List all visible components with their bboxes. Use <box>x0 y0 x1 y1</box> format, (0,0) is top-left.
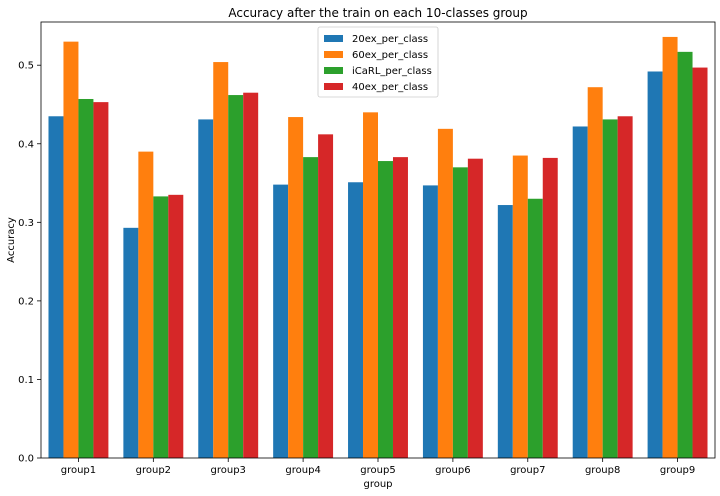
legend-swatch-iCaRL_per_class <box>324 67 343 74</box>
bar-20ex_per_class-group8 <box>572 126 588 458</box>
bar-iCaRL_per_class-group2 <box>153 196 169 458</box>
bar-iCaRL_per_class-group1 <box>78 98 94 458</box>
legend-box <box>317 26 439 98</box>
bar-20ex_per_class-group4 <box>273 184 289 458</box>
y-tick-label: 0.2 <box>18 296 34 307</box>
bar-40ex_per_class-group2 <box>168 194 184 458</box>
y-tick-label: 0.0 <box>18 454 34 465</box>
bar-iCaRL_per_class-group9 <box>677 51 693 458</box>
y-tick-label: 0.1 <box>18 375 34 386</box>
bar-iCaRL_per_class-group3 <box>228 95 244 459</box>
bar-iCaRL_per_class-group4 <box>303 157 319 458</box>
bar-iCaRL_per_class-group6 <box>452 167 468 459</box>
x-tick-label-group5: group5 <box>360 465 395 476</box>
bar-20ex_per_class-group7 <box>497 205 513 458</box>
x-tick-label-group4: group4 <box>285 465 320 476</box>
bar-60ex_per_class-group1 <box>63 41 79 458</box>
bar-20ex_per_class-group3 <box>198 119 214 459</box>
bar-20ex_per_class-group2 <box>123 227 139 458</box>
y-tick-label: 0.3 <box>18 218 34 229</box>
y-tick-label: 0.5 <box>18 61 34 72</box>
x-axis-label: group <box>363 479 392 490</box>
bar-60ex_per_class-group6 <box>437 128 453 458</box>
bar-60ex_per_class-group5 <box>363 112 378 458</box>
bar-40ex_per_class-group7 <box>542 157 558 458</box>
chart-title: Accuracy after the train on each 10-clas… <box>228 6 527 20</box>
bar-60ex_per_class-group8 <box>587 87 603 458</box>
bar-20ex_per_class-group5 <box>348 182 364 458</box>
bar-iCaRL_per_class-group5 <box>378 161 393 458</box>
x-tick-label-group1: group1 <box>61 465 96 476</box>
bar-40ex_per_class-group5 <box>392 157 408 458</box>
legend-label-60ex_per_class: 60ex_per_class <box>352 50 428 61</box>
bar-20ex_per_class-group1 <box>48 116 64 459</box>
legend-label-40ex_per_class: 40ex_per_class <box>352 82 428 93</box>
y-tick-label: 0.4 <box>18 139 34 150</box>
bar-40ex_per_class-group3 <box>243 92 259 459</box>
bars-group <box>48 36 708 459</box>
legend-label-iCaRL_per_class: iCaRL_per_class <box>352 66 432 77</box>
bar-20ex_per_class-group9 <box>647 71 663 459</box>
bar-iCaRL_per_class-group7 <box>527 198 543 458</box>
bar-40ex_per_class-group8 <box>617 116 633 459</box>
y-axis: 0.0 0.1 0.2 0.3 0.4 0.5 <box>18 61 41 465</box>
x-tick-label-group8: group8 <box>585 465 620 476</box>
bar-40ex_per_class-group1 <box>93 102 109 458</box>
bar-40ex_per_class-group9 <box>692 67 708 458</box>
legend-swatch-60ex_per_class <box>324 51 343 58</box>
legend: 20ex_per_class 60ex_per_class iCaRL_per_cl… <box>317 26 439 98</box>
bar-60ex_per_class-group3 <box>213 62 229 458</box>
legend-swatch-20ex_per_class <box>324 35 343 42</box>
x-tick-label-group3: group3 <box>211 465 246 476</box>
bar-60ex_per_class-group4 <box>288 117 304 459</box>
x-tick-label-group2: group2 <box>136 465 171 476</box>
x-tick-label-group7: group7 <box>510 465 545 476</box>
x-tick-label-group9: group9 <box>660 465 695 476</box>
bar-60ex_per_class-group9 <box>662 36 678 459</box>
bar-20ex_per_class-group6 <box>422 185 438 458</box>
x-tick-label-group6: group6 <box>435 465 470 476</box>
legend-swatch-40ex_per_class <box>324 83 343 90</box>
bar-40ex_per_class-group6 <box>467 158 483 458</box>
bar-60ex_per_class-group7 <box>512 155 528 458</box>
bar-60ex_per_class-group2 <box>138 151 154 458</box>
legend-label-20ex_per_class: 20ex_per_class <box>352 34 428 45</box>
x-axis: group1 group2 group3 group4 group5 group6 grou… <box>61 458 695 476</box>
y-axis-label: Accuracy <box>6 217 17 263</box>
bar-40ex_per_class-group4 <box>318 134 334 458</box>
bar-iCaRL_per_class-group8 <box>602 119 618 459</box>
